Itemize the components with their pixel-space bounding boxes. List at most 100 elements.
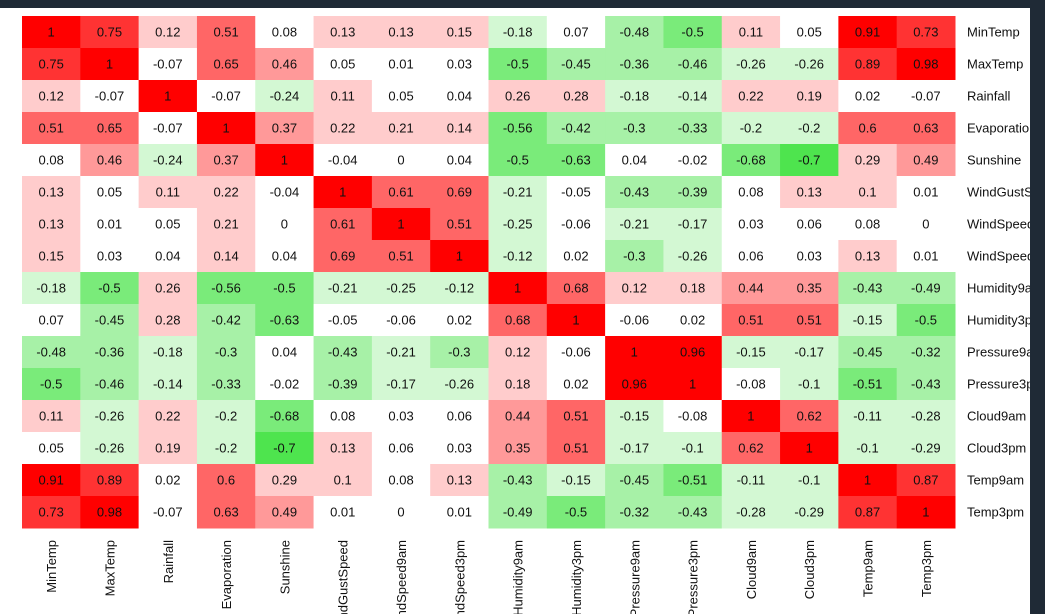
heatmap-cell <box>488 432 548 465</box>
heatmap-cell <box>80 432 140 465</box>
cell-label: -0.51 <box>853 376 883 391</box>
heatmap-cell <box>371 464 431 497</box>
heatmap-cell <box>546 240 606 273</box>
heatmap-cell <box>371 400 431 433</box>
heatmap-cell <box>721 112 781 145</box>
heatmap-cell <box>371 176 431 209</box>
heatmap-cell <box>22 272 81 305</box>
cell-label: 0.13 <box>447 472 472 487</box>
column-label: Cloud9am <box>744 540 759 599</box>
cell-label: 0.14 <box>447 120 472 135</box>
cell-label: -0.15 <box>736 344 766 359</box>
cell-label: 0.69 <box>447 184 472 199</box>
heatmap-cell <box>138 80 198 113</box>
cell-label: 0.1 <box>334 472 352 487</box>
cell-label: 0.01 <box>447 504 472 519</box>
cell-label: 1 <box>922 504 929 519</box>
cell-label: -0.15 <box>561 472 591 487</box>
cell-label: 0.49 <box>272 504 297 519</box>
heatmap-cell <box>22 496 81 529</box>
cell-label: -0.26 <box>95 440 125 455</box>
heatmap-cell <box>430 208 489 241</box>
heatmap-cell <box>488 304 548 337</box>
cell-label: 0.12 <box>505 344 530 359</box>
cell-label: 1 <box>339 184 346 199</box>
cell-label: -0.33 <box>211 376 241 391</box>
cell-label: 0.05 <box>797 24 822 39</box>
heatmap-cell <box>138 496 198 529</box>
cell-label: 0.75 <box>39 56 64 71</box>
heatmap-cell <box>721 400 781 433</box>
cell-label: 0.37 <box>272 120 297 135</box>
cell-label: 0.22 <box>738 88 763 103</box>
cell-label: -0.46 <box>95 376 125 391</box>
heatmap-cell <box>896 304 956 337</box>
heatmap-cell <box>371 144 431 177</box>
cell-label: -0.46 <box>678 56 708 71</box>
heatmap-cell <box>22 336 81 369</box>
cell-label: -0.2 <box>798 120 820 135</box>
heatmap-cell <box>721 144 781 177</box>
cell-label: -0.06 <box>561 216 591 231</box>
cell-label: 0.63 <box>213 504 238 519</box>
cell-label: 1 <box>747 408 754 423</box>
heatmap-cell <box>196 496 256 529</box>
cell-label: 0.05 <box>97 184 122 199</box>
cell-label: -0.1 <box>798 376 820 391</box>
cell-label: 0.91 <box>39 472 64 487</box>
cell-label: -0.26 <box>95 408 125 423</box>
heatmap-cell <box>371 496 431 529</box>
cell-label: -0.45 <box>853 344 883 359</box>
heatmap-cell <box>196 400 256 433</box>
heatmap-cell <box>663 432 723 465</box>
cell-label: 0.04 <box>155 248 180 263</box>
cell-label: -0.14 <box>153 376 183 391</box>
heatmap-cell <box>430 112 489 145</box>
cell-label: -0.07 <box>911 88 941 103</box>
column-label: Sunshine <box>277 540 292 594</box>
heatmap-cell <box>780 272 839 305</box>
cell-label: 0.13 <box>330 440 355 455</box>
cell-label: 1 <box>514 280 521 295</box>
cell-label: 0.22 <box>330 120 355 135</box>
cell-label: -0.36 <box>619 56 649 71</box>
cell-label: -0.21 <box>619 216 649 231</box>
cell-label: 1 <box>222 120 229 135</box>
heatmap-cell <box>838 144 898 177</box>
cell-label: -0.17 <box>678 216 708 231</box>
heatmap-cell <box>255 272 315 305</box>
heatmap-cell <box>488 112 548 145</box>
cell-label: 0.96 <box>680 344 705 359</box>
heatmap-cell <box>80 112 140 145</box>
cell-label: -0.1 <box>798 472 820 487</box>
cell-label: 0.03 <box>447 56 472 71</box>
heatmap-cell <box>780 80 839 113</box>
heatmap-cell <box>313 16 373 49</box>
heatmap-cell <box>313 208 373 241</box>
cell-label: -0.2 <box>740 120 762 135</box>
row-label: MaxTemp <box>967 56 1023 71</box>
heatmap-cell <box>663 208 723 241</box>
cell-label: -0.17 <box>386 376 416 391</box>
heatmap-cell <box>22 432 81 465</box>
cell-label: 0.13 <box>797 184 822 199</box>
cell-label: 0.51 <box>388 248 413 263</box>
heatmap-cell <box>838 80 898 113</box>
cell-label: 0.87 <box>855 504 880 519</box>
cell-label: -0.5 <box>40 376 62 391</box>
heatmap-cell <box>896 48 956 81</box>
cell-label: 0.13 <box>39 216 64 231</box>
row-label: Cloud9am <box>967 408 1026 423</box>
column-label: WindGustSpeed <box>336 540 351 614</box>
cell-label: -0.07 <box>153 504 183 519</box>
heatmap-cell <box>430 272 489 305</box>
cell-label: -0.7 <box>798 152 820 167</box>
heatmap-cell <box>838 432 898 465</box>
cell-label: -0.06 <box>619 312 649 327</box>
heatmap-cell <box>838 400 898 433</box>
cell-label: -0.45 <box>619 472 649 487</box>
cell-label: -0.63 <box>561 152 591 167</box>
column-label: Pressure9am <box>627 540 642 614</box>
cell-label: 0.96 <box>622 376 647 391</box>
heatmap-cell <box>546 48 606 81</box>
